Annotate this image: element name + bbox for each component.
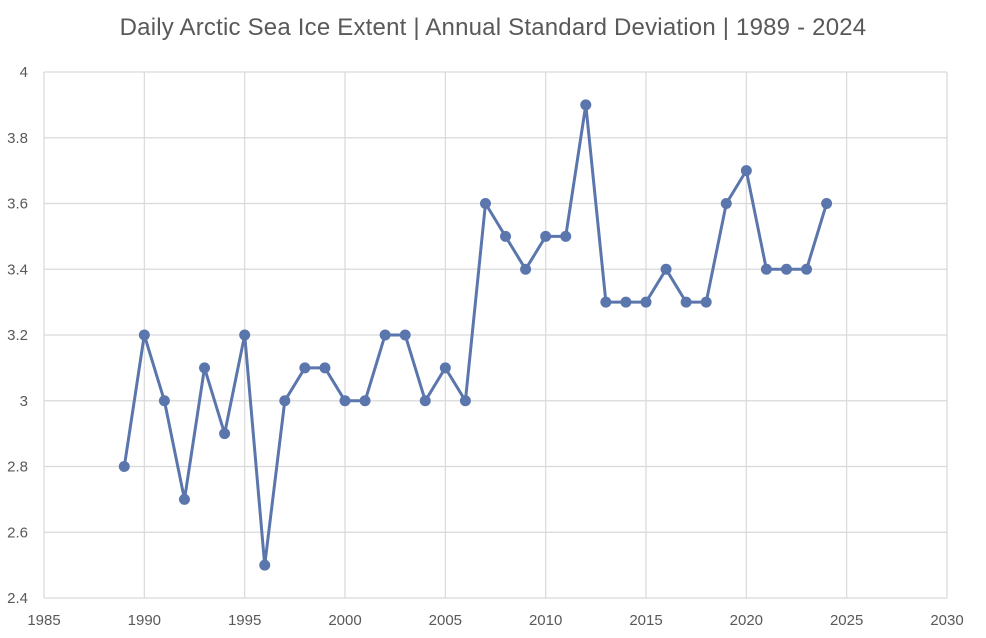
data-point <box>720 198 732 209</box>
data-point <box>339 395 351 407</box>
data-point <box>600 296 612 308</box>
y-tick-label: 3.6 <box>7 196 28 213</box>
data-point <box>138 329 150 341</box>
data-point <box>299 362 311 374</box>
data-point <box>700 296 712 308</box>
data-point <box>239 329 251 341</box>
x-tick-label: 1990 <box>128 612 161 629</box>
data-point <box>459 395 471 407</box>
data-point <box>419 395 431 407</box>
data-point <box>399 329 411 341</box>
data-point <box>178 493 190 505</box>
data-point <box>259 559 271 571</box>
data-point <box>158 395 170 407</box>
y-tick-label: 2.4 <box>7 590 28 607</box>
y-tick-label: 2.8 <box>7 459 28 476</box>
gridlines <box>43 71 948 599</box>
series-line <box>122 103 829 567</box>
x-tick-label: 2015 <box>629 612 662 629</box>
data-point <box>279 395 291 407</box>
data-point <box>801 263 813 275</box>
series-std-dev <box>118 99 833 571</box>
data-point <box>359 395 371 407</box>
x-tick-label: 2005 <box>429 612 462 629</box>
data-point <box>821 198 833 209</box>
y-tick-label: 3.2 <box>7 327 28 344</box>
data-point <box>740 165 752 177</box>
data-point <box>640 296 652 308</box>
y-tick-label: 3.4 <box>7 261 28 278</box>
data-point <box>500 230 512 242</box>
x-tick-label: 2010 <box>529 612 562 629</box>
x-tick-label: 2020 <box>730 612 763 629</box>
data-point <box>680 296 692 308</box>
data-point <box>520 263 532 275</box>
x-tick-label: 1995 <box>228 612 261 629</box>
data-point <box>760 263 772 275</box>
data-point <box>660 263 672 275</box>
data-point <box>620 296 632 308</box>
tick-labels: 1985 1990 1995 2000 2005 2010 2015 2020 2025 2030… <box>7 64 964 629</box>
data-point <box>219 428 231 440</box>
x-tick-label: 1985 <box>27 612 60 629</box>
y-tick-label: 2.6 <box>7 524 28 541</box>
data-point <box>580 99 592 111</box>
y-tick-label: 3.8 <box>7 130 28 147</box>
data-point <box>780 263 792 275</box>
data-point <box>479 198 491 209</box>
data-point <box>439 362 451 374</box>
y-tick-label: 3 <box>20 393 28 410</box>
data-point <box>540 230 552 242</box>
data-point <box>319 362 331 374</box>
data-point <box>118 461 130 472</box>
x-tick-label: 2025 <box>830 612 863 629</box>
y-tick-label: 4 <box>20 64 28 81</box>
x-tick-label: 2000 <box>328 612 361 629</box>
chart-title: Daily Arctic Sea Ice Extent | Annual Sta… <box>119 14 867 41</box>
data-point <box>379 329 391 341</box>
data-point <box>560 230 572 242</box>
data-point <box>199 362 211 374</box>
x-tick-label: 2030 <box>930 612 963 629</box>
